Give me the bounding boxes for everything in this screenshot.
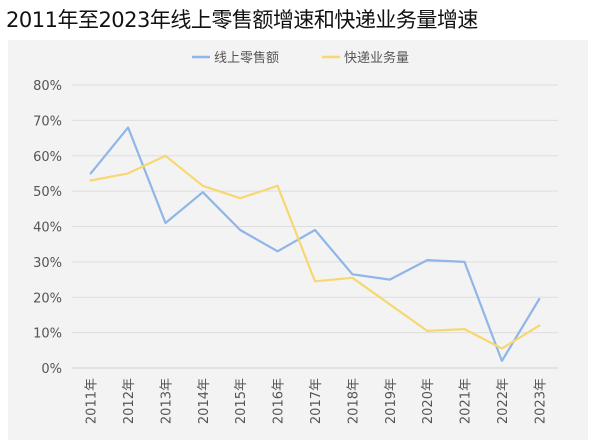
x-tick-label: 2012年 bbox=[122, 378, 137, 424]
data-point bbox=[238, 228, 243, 233]
y-tick-label: 50% bbox=[33, 185, 62, 200]
data-point bbox=[425, 328, 430, 333]
y-tick-label: 0% bbox=[41, 362, 62, 377]
x-axis-ticks: 2011年 2012年 2013年 2014年 2015年 2016年 2017年 2018年… bbox=[85, 378, 549, 424]
data-point bbox=[537, 297, 542, 302]
y-tick-label: 10% bbox=[33, 327, 62, 342]
x-tick-label: 2022年 bbox=[496, 378, 511, 424]
data-point bbox=[462, 327, 467, 332]
data-point bbox=[126, 171, 131, 176]
series-line-2 bbox=[89, 154, 541, 350]
data-point bbox=[537, 323, 542, 328]
x-tick-label: 2021年 bbox=[459, 378, 474, 424]
chart-title: 2011年至2023年线上零售额增速和快递业务量增速 bbox=[6, 8, 478, 32]
data-point bbox=[200, 183, 205, 188]
x-tick-label: 2013年 bbox=[159, 378, 174, 424]
data-point bbox=[126, 125, 131, 130]
data-point bbox=[462, 259, 467, 264]
x-tick-label: 2017年 bbox=[309, 378, 324, 424]
series-line-1 bbox=[89, 126, 541, 362]
data-point bbox=[88, 171, 93, 176]
data-point bbox=[387, 277, 392, 282]
y-tick-label: 60% bbox=[33, 150, 62, 165]
legend: 线上零售额 快递业务量 bbox=[192, 50, 409, 66]
data-point bbox=[499, 346, 504, 351]
data-point bbox=[313, 279, 318, 284]
x-tick-label: 2019年 bbox=[384, 378, 399, 424]
series-lines bbox=[88, 125, 542, 363]
data-point bbox=[387, 302, 392, 307]
y-tick-label: 40% bbox=[33, 221, 62, 236]
data-point bbox=[238, 196, 243, 201]
legend-label: 快递业务量 bbox=[344, 50, 409, 66]
y-tick-label: 30% bbox=[33, 256, 62, 271]
y-axis-ticks: 0% 10% 20% 30% 40% 50% 60% 70% 80% bbox=[33, 79, 62, 377]
data-point bbox=[425, 258, 430, 263]
data-point bbox=[88, 178, 93, 183]
x-tick-label: 2020年 bbox=[421, 378, 436, 424]
x-tick-label: 2018年 bbox=[346, 378, 361, 424]
y-tick-label: 80% bbox=[33, 79, 62, 94]
data-point bbox=[275, 249, 280, 254]
gridlines bbox=[72, 84, 558, 369]
data-point bbox=[275, 183, 280, 188]
data-point bbox=[313, 228, 318, 233]
x-tick-label: 2016年 bbox=[272, 378, 287, 424]
x-tick-label: 2014年 bbox=[197, 378, 212, 424]
legend-label: 线上零售额 bbox=[214, 50, 279, 66]
x-tick-label: 2015年 bbox=[234, 378, 249, 424]
x-tick-label: 2023年 bbox=[533, 378, 548, 424]
y-tick-label: 70% bbox=[33, 114, 62, 129]
data-point bbox=[350, 275, 355, 280]
data-point bbox=[200, 190, 205, 195]
y-tick-label: 20% bbox=[33, 291, 62, 306]
data-point bbox=[499, 358, 504, 363]
x-tick-label: 2011年 bbox=[85, 378, 100, 424]
data-point bbox=[163, 153, 168, 158]
data-point bbox=[163, 220, 168, 225]
